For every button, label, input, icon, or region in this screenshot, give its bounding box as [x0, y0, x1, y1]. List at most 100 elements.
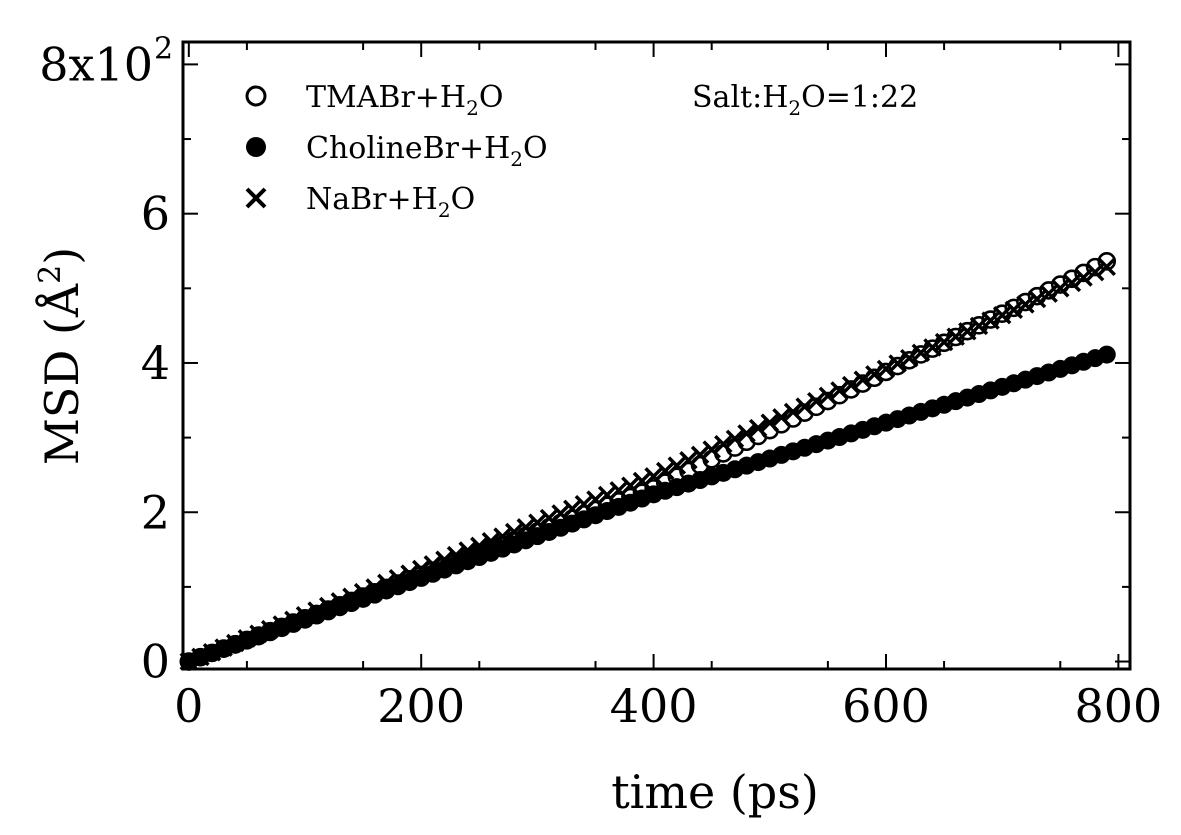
point-nabr — [644, 467, 663, 486]
point-nabr — [702, 440, 721, 459]
point-nabr — [307, 601, 326, 620]
y-tick-label: 0 — [141, 635, 170, 689]
point-nabr — [772, 408, 791, 427]
point-nabr — [655, 461, 675, 481]
legend-marker-cholinebr — [246, 137, 266, 157]
point-nabr — [458, 541, 477, 560]
point-nabr — [1062, 273, 1082, 293]
point-nabr — [1039, 284, 1058, 303]
annotation-sub: 2 — [788, 96, 801, 120]
series-NaBr+H2O — [179, 257, 1116, 671]
point-nabr — [795, 397, 814, 416]
point-nabr — [690, 445, 710, 465]
point-nabr — [388, 568, 408, 588]
legend-cholinebr-sub: 2 — [510, 147, 523, 171]
y-axis-title-exponent: 2 — [33, 265, 68, 284]
point-nabr — [981, 311, 1000, 330]
point-nabr — [551, 504, 570, 523]
point-nabr — [295, 606, 315, 625]
y-tick-label: 4 — [141, 336, 170, 390]
point-nabr — [1074, 268, 1093, 287]
point-nabr — [249, 624, 268, 644]
point-nabr — [934, 332, 954, 352]
point-nabr — [818, 386, 838, 406]
point-nabr — [574, 494, 594, 514]
point-nabr — [876, 359, 896, 379]
x-tick-label: 600 — [842, 679, 930, 733]
x-tick-label: 400 — [610, 679, 698, 733]
point-nabr — [493, 527, 512, 546]
point-nabr — [830, 381, 849, 400]
point-nabr — [1004, 300, 1024, 320]
point-nabr — [1051, 279, 1070, 298]
annotation-prefix: Salt:H — [692, 80, 788, 115]
legend: TMABr+H2O CholineBr+H2O NaBr+H2O — [245, 80, 548, 222]
point-nabr — [202, 643, 222, 662]
point-nabr — [284, 610, 303, 630]
point-nabr — [609, 481, 628, 500]
legend-nabr-suffix: O — [451, 182, 476, 217]
point-nabr — [632, 471, 652, 491]
point-nabr — [1097, 257, 1116, 277]
point-nabr — [516, 518, 536, 537]
point-nabr — [528, 513, 547, 532]
point-nabr — [563, 499, 582, 519]
legend-label-tmabr: TMABr+H2O — [306, 80, 503, 120]
plot-frame — [181, 40, 1132, 671]
point-nabr — [319, 596, 338, 616]
legend-tmabr-sub: 2 — [466, 96, 479, 120]
y-tick-label: 8x10 — [39, 37, 153, 91]
y-axis-title-close: ) — [35, 247, 89, 265]
legend-label-nabr: NaBr+H2O — [306, 182, 475, 222]
legend-nabr-sub: 2 — [438, 198, 451, 222]
point-nabr — [411, 559, 431, 579]
annotation-ratio: Salt:H2O=1:22 — [692, 80, 918, 120]
y-axis-title-main: MSD (Å — [34, 283, 89, 465]
point-nabr — [946, 327, 965, 346]
point-nabr — [853, 370, 872, 389]
x-tick-label: 800 — [1074, 679, 1162, 733]
point-nabr — [237, 629, 257, 648]
legend-marker-tmabr — [245, 85, 267, 107]
point-nabr — [865, 365, 884, 384]
point-nabr — [539, 508, 559, 528]
legend-cholinebr-suffix: O — [523, 131, 548, 166]
point-nabr — [899, 348, 919, 368]
point-nabr — [923, 338, 942, 357]
legend-cholinebr-prefix: CholineBr+H — [306, 131, 510, 166]
point-nabr — [667, 456, 687, 475]
point-nabr — [748, 418, 768, 438]
point-nabr — [888, 354, 907, 373]
y-tick-label: 6 — [141, 187, 170, 241]
point-nabr — [841, 375, 861, 395]
point-nabr — [179, 652, 199, 671]
legend-tmabr-suffix: O — [479, 80, 504, 115]
point-nabr — [504, 522, 524, 542]
y-axis-title: MSD (Å2) — [33, 247, 89, 465]
point-nabr — [260, 619, 280, 639]
point-nabr — [725, 429, 745, 449]
point-nabr — [621, 476, 640, 495]
legend-marker-nabr — [245, 187, 267, 209]
x-axis-title: time (ps) — [611, 765, 819, 819]
point-nabr — [435, 550, 454, 569]
point-nabr — [1085, 262, 1105, 282]
series-layer — [179, 252, 1117, 671]
point-nabr — [191, 647, 210, 667]
point-nabr — [807, 391, 826, 411]
annotation-suffix: O=1:22 — [801, 80, 918, 115]
point-nabr — [760, 413, 780, 432]
point-nabr — [1027, 289, 1047, 309]
point-nabr — [377, 573, 396, 593]
point-nabr — [226, 633, 245, 653]
y-tick-exponent: 2 — [154, 31, 173, 66]
x-tick-label: 0 — [174, 679, 203, 733]
x-tick-label: 200 — [377, 679, 465, 733]
point-nabr — [714, 434, 733, 454]
point-nabr — [586, 490, 605, 509]
legend-label-cholinebr: CholineBr+H2O — [306, 131, 548, 171]
series-CholineBr+H2O — [179, 345, 1116, 671]
point-nabr — [423, 555, 443, 574]
point-nabr — [365, 578, 384, 597]
